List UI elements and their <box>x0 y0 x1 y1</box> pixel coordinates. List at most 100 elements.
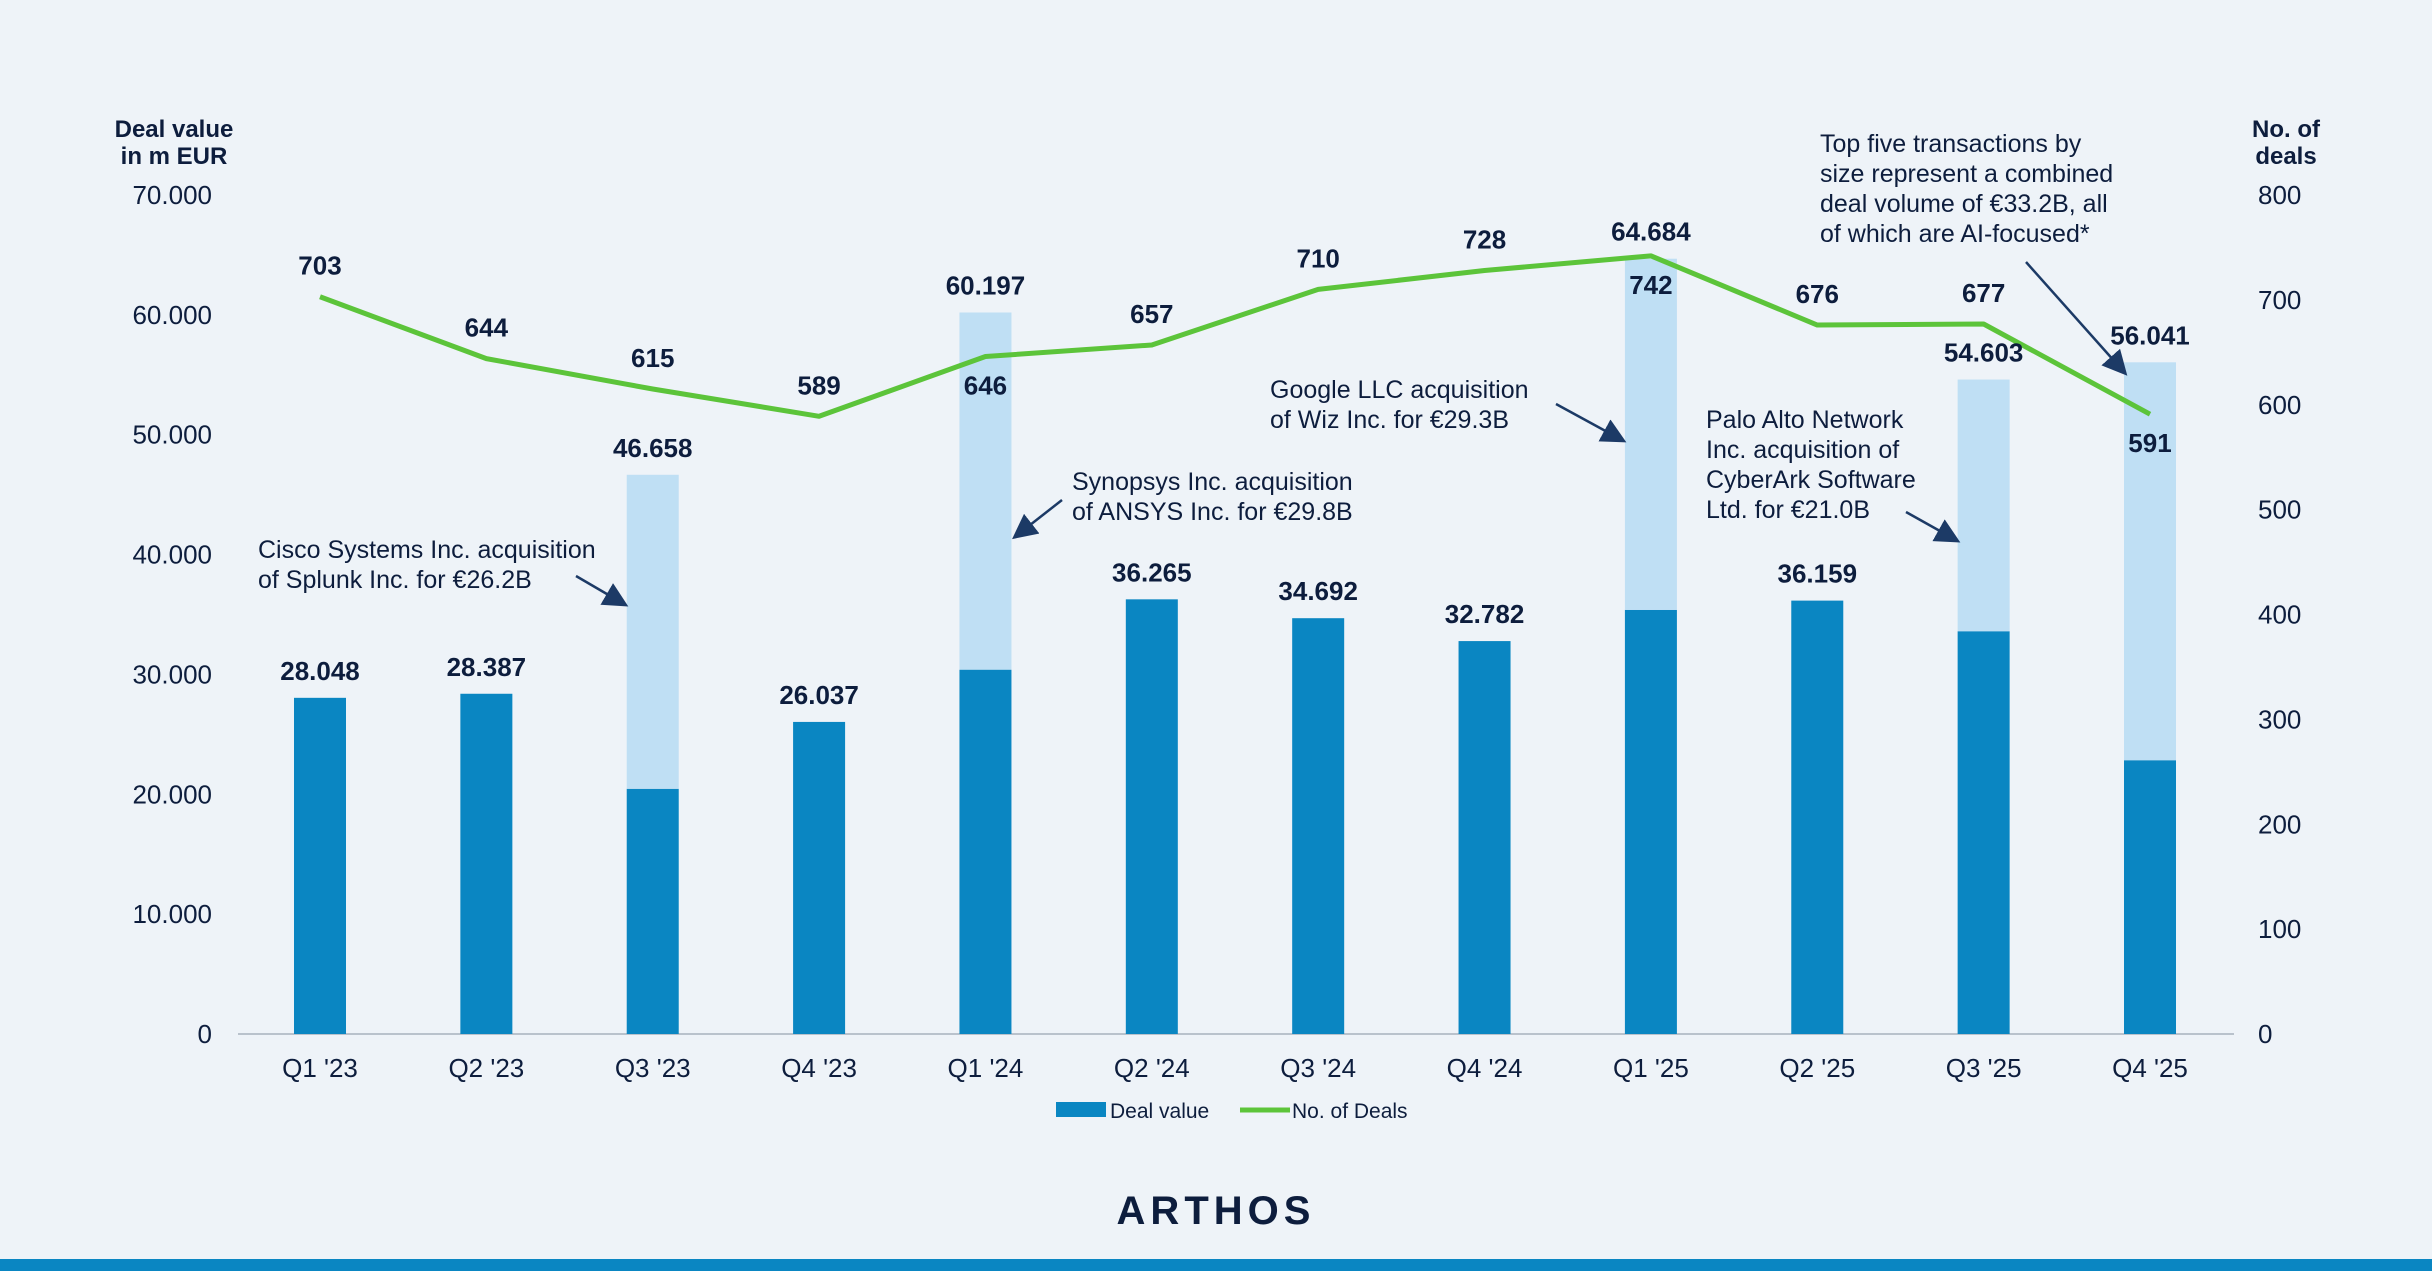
annotation-text: deal volume of €33.2B, all <box>1820 190 2108 218</box>
x-tick-label: Q1 '25 <box>1613 1053 1689 1083</box>
bar-highlight-2 <box>626 474 679 789</box>
line-value-label: 710 <box>1296 243 1339 273</box>
bar-highlight-8 <box>1624 258 1677 610</box>
right-tick-label: 200 <box>2258 809 2301 839</box>
right-axis-label: No. of <box>2252 116 2321 143</box>
annotation-text: Palo Alto Network <box>1706 406 1904 434</box>
annotation-arrow <box>1012 499 1063 540</box>
annotation-arrow <box>575 574 629 607</box>
annotation-arrow <box>2025 261 2128 376</box>
annotation-text: of which are AI-focused* <box>1820 220 2090 248</box>
annotation-text: Inc. acquisition of <box>1706 436 1899 464</box>
left-tick-label: 50.000 <box>132 420 212 450</box>
line-value-label: 676 <box>1796 279 1839 309</box>
annotation-text: of Splunk Inc. for €26.2B <box>258 566 532 594</box>
line-value-label: 589 <box>797 370 840 400</box>
bar-value-label: 60.197 <box>946 270 1026 300</box>
x-tick-label: Q2 '24 <box>1114 1053 1190 1083</box>
bar-base-0 <box>294 697 346 1034</box>
annotation-text: CyberArk Software <box>1706 466 1916 494</box>
left-tick-label: 60.000 <box>132 300 212 330</box>
legend-label-no-of-deals: No. of Deals <box>1292 1100 1408 1123</box>
legend-label-deal-value: Deal value <box>1110 1100 1209 1123</box>
line-value-label: 615 <box>631 343 674 373</box>
deals-line <box>319 253 2152 419</box>
arthos-logo: ARTHOS <box>1117 1189 1316 1233</box>
bar-highlight-11 <box>2124 362 2176 761</box>
bar-base-10 <box>1957 631 2010 1034</box>
left-tick-label: 20.000 <box>132 779 212 809</box>
left-tick-label: 0 <box>198 1019 212 1049</box>
bar-value-label: 36.265 <box>1112 557 1192 587</box>
bar-base-9 <box>1791 600 1844 1034</box>
bar-highlight-10 <box>1957 379 2010 632</box>
line-value-label: 646 <box>964 371 1007 401</box>
right-tick-label: 500 <box>2258 495 2301 525</box>
annotation-arrow <box>1555 402 1627 443</box>
bar-base-11 <box>2124 760 2176 1034</box>
annotation-text: of ANSYS Inc. for €29.8B <box>1072 498 1353 526</box>
line-value-label: 728 <box>1463 225 1506 255</box>
left-tick-label: 10.000 <box>132 899 212 929</box>
bar-value-label: 28.387 <box>447 652 527 682</box>
bar-value-label: 34.692 <box>1278 576 1358 606</box>
x-tick-label: Q1 '24 <box>948 1053 1024 1083</box>
annotation-text: size represent a combined <box>1820 160 2113 188</box>
x-tick-label: Q1 '23 <box>282 1053 358 1083</box>
annotation-text: of Wiz Inc. for €29.3B <box>1270 406 1509 434</box>
right-tick-label: 100 <box>2258 914 2301 944</box>
annotation-text: Ltd. for €21.0B <box>1706 496 1870 524</box>
right-tick-label: 0 <box>2258 1019 2272 1049</box>
x-tick-label: Q4 '24 <box>1447 1053 1523 1083</box>
bar-base-6 <box>1292 618 1345 1034</box>
line-value-label: 703 <box>298 251 341 281</box>
bar-base-1 <box>460 693 513 1034</box>
x-tick-label: Q2 '25 <box>1779 1053 1855 1083</box>
bar-value-label: 26.037 <box>779 680 859 710</box>
left-tick-label: 30.000 <box>132 659 212 689</box>
bar-base-4 <box>959 669 1012 1034</box>
right-tick-label: 700 <box>2258 285 2301 315</box>
legend-swatch-deal-value <box>1056 1102 1106 1117</box>
right-tick-label: 300 <box>2258 704 2301 734</box>
right-tick-label: 600 <box>2258 390 2301 420</box>
left-axis-label: Deal value <box>115 116 234 143</box>
x-tick-label: Q3 '24 <box>1280 1053 1356 1083</box>
bar-highlight-4 <box>959 312 1012 670</box>
left-tick-label: 70.000 <box>132 180 212 210</box>
annotation-text: Top five transactions by <box>1820 130 2082 158</box>
bar-value-label: 46.658 <box>613 433 693 463</box>
right-tick-label: 800 <box>2258 180 2301 210</box>
annotation-arrow <box>1905 510 1961 543</box>
bar-value-label: 32.782 <box>1445 599 1525 629</box>
right-axis-label: deals <box>2255 143 2316 170</box>
line-value-label: 677 <box>1962 278 2005 308</box>
x-tick-label: Q4 '23 <box>781 1053 857 1083</box>
bar-base-3 <box>793 721 846 1034</box>
x-tick-label: Q3 '23 <box>615 1053 691 1083</box>
left-tick-label: 40.000 <box>132 540 212 570</box>
annotation-text: Synopsys Inc. acquisition <box>1072 468 1353 496</box>
line-value-label: 742 <box>1629 270 1672 300</box>
bar-value-label: 56.041 <box>2110 320 2190 350</box>
bar-base-7 <box>1458 641 1511 1034</box>
left-axis-label: in m EUR <box>121 143 228 170</box>
line-value-label: 644 <box>465 313 509 343</box>
bar-base-2 <box>626 788 679 1034</box>
right-tick-label: 400 <box>2258 600 2301 630</box>
bar-base-5 <box>1125 599 1178 1034</box>
x-tick-label: Q3 '25 <box>1946 1053 2022 1083</box>
bar-base-8 <box>1624 609 1677 1034</box>
bar-value-label: 28.048 <box>280 656 360 686</box>
x-tick-label: Q4 '25 <box>2112 1053 2188 1083</box>
annotation-text: Google LLC acquisition <box>1270 376 1529 404</box>
x-tick-label: Q2 '23 <box>448 1053 524 1083</box>
bar-value-label: 54.603 <box>1944 338 2024 368</box>
line-value-label: 657 <box>1130 299 1173 329</box>
bar-value-label: 36.159 <box>1778 559 1858 589</box>
line-value-label: 591 <box>2128 428 2171 458</box>
bottom-accent-bar <box>0 1259 2432 1271</box>
annotation-text: Cisco Systems Inc. acquisition <box>258 536 596 564</box>
bar-value-label: 64.684 <box>1611 217 1691 247</box>
